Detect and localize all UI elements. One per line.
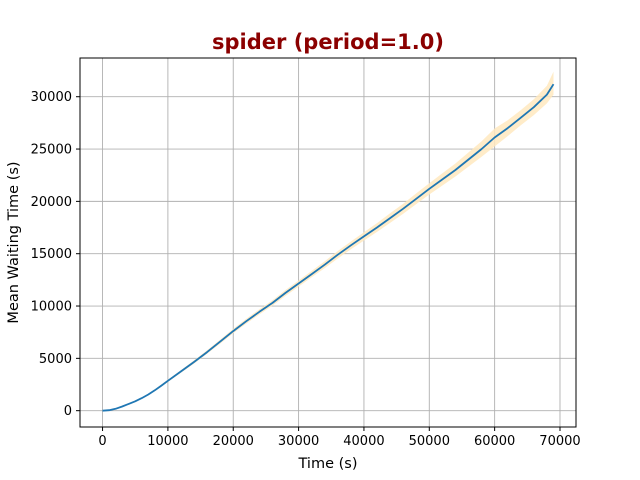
y-tick-label: 20000 xyxy=(31,195,72,210)
mean-waiting-time-line xyxy=(102,83,555,412)
y-tick-label: 5000 xyxy=(39,352,72,367)
x-tick-label: 70000 xyxy=(539,434,580,449)
x-tick-label: 10000 xyxy=(147,434,188,449)
y-tick-label: 10000 xyxy=(31,300,72,315)
x-tick-label: 40000 xyxy=(343,434,384,449)
x-tick-label: 20000 xyxy=(213,434,254,449)
y-tick-label: 25000 xyxy=(31,143,72,158)
x-tick-label: 60000 xyxy=(474,434,515,449)
x-axis-label: Time (s) xyxy=(298,456,358,472)
chart-title: spider (period=1.0) xyxy=(212,30,444,54)
gridlines xyxy=(80,58,576,427)
series-line xyxy=(102,83,555,412)
x-tick-label: 0 xyxy=(98,434,106,449)
y-tick-label: 30000 xyxy=(31,90,72,105)
x-tick-label: 50000 xyxy=(409,434,450,449)
plot-frame xyxy=(79,57,577,428)
axis-ticks: 0 10000 20000 30000 40000 50000 60000 70000 0 500… xyxy=(31,90,581,449)
y-tick-label: 0 xyxy=(64,404,72,419)
x-tick-label: 30000 xyxy=(278,434,319,449)
y-tick-label: 15000 xyxy=(31,247,72,262)
y-axis-label: Mean Waiting Time (s) xyxy=(6,161,22,323)
